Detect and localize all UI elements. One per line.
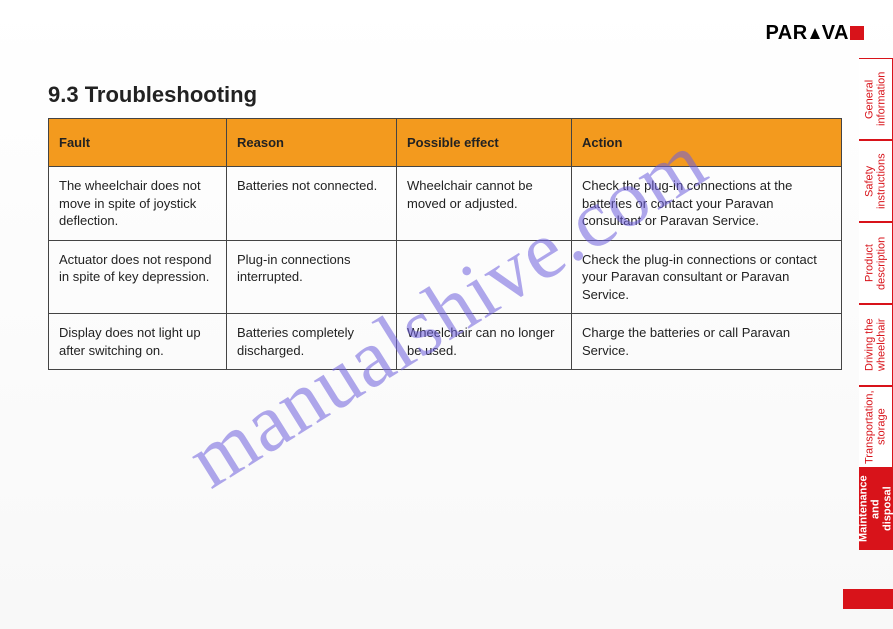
table-header-row: Fault Reason Possible effect Action [49, 119, 842, 167]
tab-product[interactable]: Product description [859, 222, 893, 304]
tab-general[interactable]: General information [859, 58, 893, 140]
logo-text-1: PAR [765, 22, 807, 44]
cell-reason: Batteries completely discharged. [227, 314, 397, 370]
tab-maintenance[interactable]: Maintenance and disposal [859, 468, 893, 550]
cell-fault: The wheelchair does not move in spite of… [49, 167, 227, 241]
table-row: Display does not light up after switchin… [49, 314, 842, 370]
col-header-action: Action [572, 119, 842, 167]
brand-logo: PAR VA [765, 22, 865, 46]
logo-text-2: VA [822, 22, 849, 44]
logo-a-glyph [808, 23, 822, 46]
cell-effect: Wheelchair cannot be moved or adjusted. [397, 167, 572, 241]
cell-effect [397, 240, 572, 314]
page-chip [843, 589, 893, 609]
col-header-effect: Possible effect [397, 119, 572, 167]
tab-safety[interactable]: Safety instructions [859, 140, 893, 222]
troubleshooting-table: Fault Reason Possible effect Action The … [48, 118, 842, 370]
cell-action: Check the plug-in connections at the bat… [572, 167, 842, 241]
cell-action: Check the plug-in connections or contact… [572, 240, 842, 314]
cell-fault: Display does not light up after switchin… [49, 314, 227, 370]
cell-reason: Batteries not connected. [227, 167, 397, 241]
tab-driving[interactable]: Driving the wheelchair [859, 304, 893, 386]
col-header-fault: Fault [49, 119, 227, 167]
cell-reason: Plug-in connections interrupted. [227, 240, 397, 314]
side-tabs: General information Safety instructions … [859, 58, 893, 550]
cell-fault: Actuator does not respond in spite of ke… [49, 240, 227, 314]
table-row: Actuator does not respond in spite of ke… [49, 240, 842, 314]
section-heading: 9.3 Troubleshooting [48, 82, 257, 108]
table-row: The wheelchair does not move in spite of… [49, 167, 842, 241]
cell-action: Charge the batteries or call Paravan Ser… [572, 314, 842, 370]
cell-effect: Wheelchair can no longer be used. [397, 314, 572, 370]
col-header-reason: Reason [227, 119, 397, 167]
logo-red-square [850, 26, 864, 40]
tab-transport[interactable]: Transportation, storage [859, 386, 893, 468]
